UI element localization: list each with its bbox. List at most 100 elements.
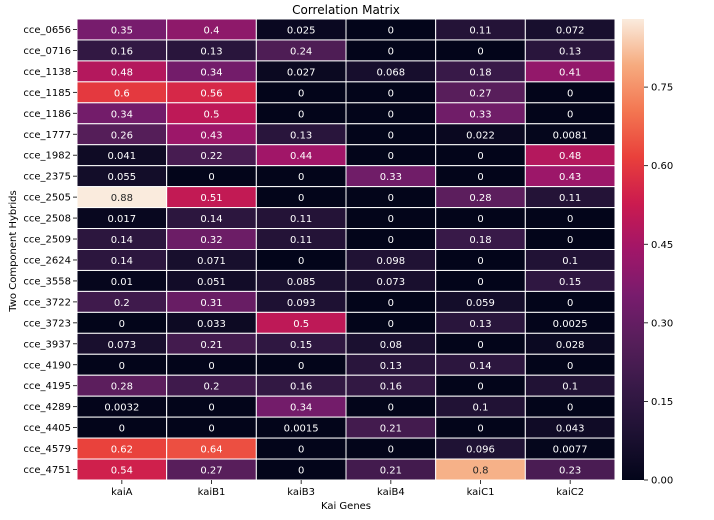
cell-value-label: 0 [388,319,394,330]
cell-annotations: 0.35 0.4 0.025 0 0.11 0.072 0.16 0.13 0.24 0 0 0.13… [104,25,587,476]
cell-value-label: 0.5 [204,109,220,120]
cell-value-label: 0 [567,88,573,99]
cell-value-label: 0 [388,25,394,36]
cell-value-label: 0.0025 [553,319,588,330]
y-tick-label: cce_2505 [23,193,71,204]
cell-value-label: 0.16 [290,382,312,393]
y-tick-label: cce_0656 [23,25,71,36]
cell-value-label: 0.073 [108,340,137,351]
y-tick-label: cce_2375 [23,172,71,183]
cell-value-label: 0 [119,424,125,435]
cell-value-label: 0 [567,403,573,414]
cell-value-label: 0 [298,109,304,120]
cell-value-label: 0.14 [111,235,133,246]
cell-value-label: 0.14 [111,256,133,267]
cell-value-label: 0.33 [469,109,491,120]
colorbar [622,19,644,480]
cell-value-label: 0 [119,319,125,330]
cell-value-label: 0.055 [108,172,137,183]
cell-value-label: 0 [388,445,394,456]
cell-value-label: 0 [208,172,214,183]
cell-value-label: 0.21 [380,466,402,477]
cell-value-label: 0.32 [200,235,222,246]
cell-value-label: 0.64 [200,445,222,456]
cell-value-label: 0 [477,382,483,393]
cell-value-label: 0.11 [290,214,312,225]
cell-value-label: 0.48 [111,67,133,78]
cell-value-label: 0.071 [197,256,226,267]
cell-value-label: 0 [477,424,483,435]
x-tick-label: kaiC1 [467,487,495,498]
cell-value-label: 0.0032 [104,403,139,414]
cell-value-label: 0.022 [466,130,495,141]
cell-value-label: 0 [567,361,573,372]
y-tick-label: cce_1777 [23,130,71,141]
cell-value-label: 0 [388,151,394,162]
cell-value-label: 0 [119,361,125,372]
cell-value-label: 0 [208,403,214,414]
cell-value-label: 0.26 [111,130,133,141]
cell-value-label: 0 [477,172,483,183]
cell-value-label: 0.13 [469,319,491,330]
cell-value-label: 0.0077 [553,445,588,456]
y-axis-ticks: cce_0656 cce_0716 cce_1138 cce_1185 cce_1186… [23,25,77,476]
cell-value-label: 0.15 [290,340,312,351]
cell-value-label: 0.5 [293,319,309,330]
cell-value-label: 0.033 [197,319,226,330]
cell-value-label: 0 [388,214,394,225]
cell-value-label: 0 [477,340,483,351]
cell-value-label: 0 [208,424,214,435]
cell-value-label: 0.28 [469,193,491,204]
cell-value-label: 0 [388,88,394,99]
x-tick-label: kaiB4 [377,487,405,498]
y-tick-label: cce_1138 [23,67,71,78]
cell-value-label: 0 [298,466,304,477]
y-tick-label: cce_4289 [23,402,71,413]
cell-value-label: 0.41 [559,67,581,78]
colorbar-tick-label: 0.00 [651,476,673,487]
cell-value-label: 0 [388,193,394,204]
cell-value-label: 0 [477,256,483,267]
cell-value-label: 0 [477,46,483,57]
x-axis-label: Kai Genes [321,501,371,512]
x-tick-label: kaiA [111,487,133,498]
cell-value-label: 0.18 [469,67,491,78]
heatmap-cells [76,18,616,481]
cell-value-label: 0.8 [473,466,489,477]
cell-value-label: 0.43 [559,172,581,183]
y-tick-label: cce_4751 [23,465,71,476]
cell-value-label: 0 [477,277,483,288]
cell-value-label: 0.56 [200,88,222,99]
cell-value-label: 0.34 [290,403,312,414]
cell-value-label: 0.017 [108,214,137,225]
cell-value-label: 0.34 [111,109,133,120]
cell-value-label: 0.11 [559,193,581,204]
cell-value-label: 0.1 [562,382,578,393]
cell-value-label: 0 [298,256,304,267]
y-tick-label: cce_3722 [23,297,71,308]
y-tick-label: cce_4579 [23,444,71,455]
cell-value-label: 0 [298,88,304,99]
cell-value-label: 0.13 [559,46,581,57]
y-tick-label: cce_3558 [23,276,71,287]
cell-value-label: 0.0015 [284,424,319,435]
cell-value-label: 0.13 [290,130,312,141]
cell-value-label: 0.18 [469,235,491,246]
cell-value-label: 0.43 [200,130,222,141]
y-tick-label: cce_1982 [23,151,71,162]
cell-value-label: 0.043 [556,424,585,435]
cell-value-label: 0 [388,403,394,414]
cell-value-label: 0.27 [200,466,222,477]
cell-value-label: 0.08 [380,340,402,351]
colorbar-tick-label: 0.15 [651,397,673,408]
cell-value-label: 0 [567,235,573,246]
cell-value-label: 0.2 [204,382,220,393]
colorbar-tick-label: 0.30 [651,318,673,329]
colorbar-tick-label: 0.75 [651,83,673,94]
cell-value-label: 0.098 [377,256,406,267]
y-tick-label: cce_1185 [23,88,71,99]
cell-value-label: 0 [298,361,304,372]
cell-value-label: 0.34 [200,67,222,78]
y-axis-label: Two Component Hybrids [8,190,19,312]
